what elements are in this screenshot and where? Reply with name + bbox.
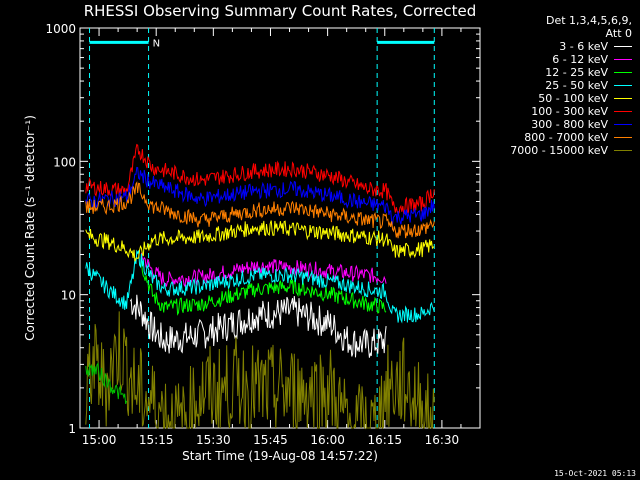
series-line (85, 220, 435, 262)
legend-entry: 6 - 12 keV (510, 53, 632, 66)
legend-entry: 100 - 300 keV (510, 105, 632, 118)
legend-swatch (614, 46, 632, 47)
x-tick-label: 16:30 (425, 433, 460, 447)
x-tick-label: 15:30 (196, 433, 231, 447)
legend-swatch (614, 150, 632, 151)
legend-entry: 300 - 800 keV (510, 118, 632, 131)
legend-swatch (614, 98, 632, 99)
legend-entry: 7000 - 15000 keV (510, 144, 632, 157)
series-line (85, 166, 435, 225)
series-line (85, 362, 128, 405)
series-line (140, 252, 387, 288)
chart-title: RHESSI Observing Summary Count Rates, Co… (83, 2, 477, 20)
x-tick-label: 15:45 (253, 433, 288, 447)
legend-entry: 50 - 100 keV (510, 92, 632, 105)
legend-swatch (614, 85, 632, 86)
x-tick-label: 16:15 (367, 433, 402, 447)
series-line (140, 260, 387, 316)
legend-label: 100 - 300 keV (531, 105, 608, 118)
legend-entry: 800 - 7000 keV (510, 131, 632, 144)
legend-label: 12 - 25 keV (545, 66, 608, 79)
legend-swatch (614, 124, 632, 125)
legend-label: 800 - 7000 keV (524, 131, 608, 144)
generated-timestamp: 15-Oct-2021 05:13 (554, 469, 636, 478)
legend-label: 7000 - 15000 keV (510, 144, 608, 157)
series-line (85, 143, 435, 216)
x-tick-label: 15:00 (82, 433, 117, 447)
y-tick-label: 1 (68, 422, 76, 436)
legend-entries: 3 - 6 keV 6 - 12 keV 12 - 25 keV 25 - 50 ke… (510, 40, 632, 157)
legend-swatch (614, 111, 632, 112)
legend-label: 25 - 50 keV (545, 79, 608, 92)
legend-entry: 3 - 6 keV (510, 40, 632, 53)
legend-label: 6 - 12 keV (552, 53, 608, 66)
legend-label: 300 - 800 keV (531, 118, 608, 131)
legend-swatch (614, 72, 632, 73)
y-tick-label: 10 (61, 289, 76, 303)
plot-frame (79, 27, 481, 429)
night-label: N (153, 38, 160, 49)
legend-entry: 12 - 25 keV (510, 66, 632, 79)
y-tick-label: 100 (53, 155, 76, 169)
y-axis-label: Corrected Count Rate (s⁻¹ detector⁻¹) (23, 115, 37, 341)
x-tick-label: 16:00 (310, 433, 345, 447)
detector-line-2: Att 0 (605, 27, 632, 40)
series-line (85, 249, 435, 324)
legend-entry: 25 - 50 keV (510, 79, 632, 92)
detector-line-1: Det 1,3,4,5,6,9, (545, 14, 632, 27)
legend-label: 3 - 6 keV (559, 40, 608, 53)
series-line (85, 311, 435, 430)
legend-swatch (614, 59, 632, 60)
series-line (129, 294, 387, 358)
series-line (85, 181, 435, 239)
legend-label: 50 - 100 keV (538, 92, 608, 105)
x-tick-label: 15:15 (139, 433, 174, 447)
legend: Det 1,3,4,5,6,9, Att 0 3 - 6 keV 6 - 12 k… (510, 14, 632, 157)
y-tick-label: 1000 (45, 22, 76, 36)
x-axis-label: Start Time (19-Aug-08 14:57:22) (182, 449, 378, 463)
legend-swatch (614, 137, 632, 138)
